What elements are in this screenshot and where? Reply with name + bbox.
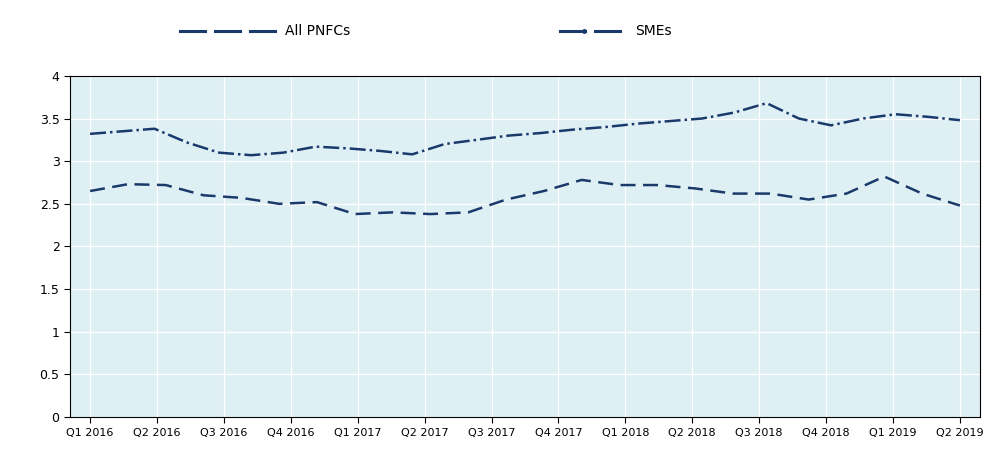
SMEs [857, 116, 869, 121]
All PNFCs [954, 203, 966, 209]
SMEs [761, 100, 773, 106]
SMEs [600, 124, 612, 130]
All PNFCs [576, 177, 588, 183]
All PNFCs [84, 188, 96, 194]
All PNFCs [614, 182, 626, 188]
All PNFCs [311, 199, 323, 205]
Line: All PNFCs: All PNFCs [90, 176, 960, 214]
All PNFCs [122, 182, 134, 187]
All PNFCs [878, 173, 890, 179]
Text: All PNFCs: All PNFCs [285, 24, 350, 38]
SMEs [342, 146, 354, 151]
All PNFCs [235, 195, 247, 201]
SMEs [954, 118, 966, 123]
SMEs [889, 111, 901, 117]
All PNFCs [916, 191, 928, 196]
All PNFCs [803, 197, 815, 202]
SMEs [535, 130, 547, 136]
SMEs [277, 150, 289, 155]
SMEs [632, 121, 644, 127]
SMEs [471, 137, 483, 143]
SMEs [245, 152, 257, 158]
SMEs [213, 150, 225, 155]
All PNFCs [727, 191, 739, 196]
SMEs [406, 152, 418, 157]
All PNFCs [387, 210, 399, 215]
SMEs [793, 116, 805, 121]
All PNFCs [651, 182, 663, 188]
All PNFCs [689, 186, 701, 191]
SMEs [922, 114, 934, 119]
SMEs [825, 122, 837, 128]
All PNFCs [198, 192, 210, 198]
SMEs [664, 118, 676, 124]
All PNFCs [538, 188, 550, 194]
SMEs [374, 148, 386, 154]
SMEs [438, 141, 450, 147]
SMEs [149, 126, 161, 132]
SMEs [181, 139, 193, 145]
All PNFCs [840, 191, 852, 196]
Line: SMEs: SMEs [90, 103, 960, 155]
All PNFCs [273, 201, 285, 207]
SMEs [503, 133, 515, 138]
SMEs [567, 127, 579, 132]
SMEs [310, 144, 322, 149]
All PNFCs [349, 211, 361, 217]
SMEs [696, 116, 708, 121]
All PNFCs [765, 191, 777, 196]
SMEs [84, 131, 96, 137]
SMEs [728, 109, 740, 115]
Text: SMEs: SMEs [635, 24, 672, 38]
SMEs [116, 128, 128, 134]
All PNFCs [462, 210, 474, 215]
All PNFCs [500, 197, 512, 202]
All PNFCs [424, 211, 436, 217]
All PNFCs [160, 182, 172, 188]
